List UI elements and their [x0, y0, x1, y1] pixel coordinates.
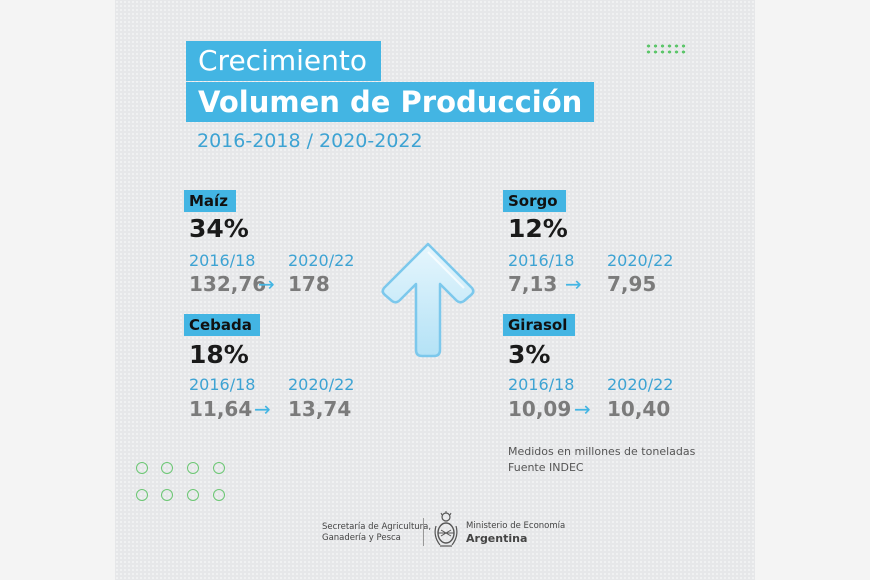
secretaria-line2: Ganadería y Pesca [322, 533, 401, 543]
value-from: 10,09 [508, 397, 572, 421]
value-to: 7,95 [607, 272, 657, 296]
ring-decoration [187, 462, 199, 474]
value-from: 11,64 [189, 397, 253, 421]
crop-name-tag: Cebada [184, 314, 260, 336]
ministerio-credit: Ministerio de Economía Argentina [466, 521, 565, 544]
year-from-label: 2016/18 [189, 375, 256, 394]
title-crecimiento: Crecimiento [186, 41, 381, 81]
secretaria-line1: Secretaría de Agricultura, [322, 522, 432, 532]
ring-decoration [187, 489, 199, 501]
value-to: 13,74 [288, 397, 352, 421]
title-volumen-produccion: Volumen de Producción [186, 82, 595, 122]
ring-decoration [213, 489, 225, 501]
crop-name-tag: Maíz [184, 190, 236, 212]
right-arrow-icon: → [258, 272, 275, 296]
crop-growth-percent: 34% [189, 214, 249, 243]
ring-decoration [136, 462, 148, 474]
right-arrow-icon: → [574, 397, 591, 421]
year-from-label: 2016/18 [189, 251, 256, 270]
ring-decoration [136, 489, 148, 501]
value-from: 132,76 [189, 272, 267, 296]
decorative-dot-grid [645, 43, 687, 55]
right-arrow-icon: → [565, 272, 582, 296]
year-from-label: 2016/18 [508, 375, 575, 394]
up-arrow-icon [381, 242, 475, 358]
crop-name-tag: Sorgo [503, 190, 566, 212]
crop-name-tag: Girasol [503, 314, 576, 336]
right-arrow-icon: → [254, 397, 271, 421]
ring-decoration [161, 489, 173, 501]
value-from: 7,13 [508, 272, 558, 296]
ministerio-line1: Ministerio de Economía [466, 521, 566, 531]
year-to-label: 2020/22 [607, 375, 674, 394]
ministerio-line2: Argentina [466, 532, 528, 545]
source-note: Fuente INDEC [508, 461, 584, 474]
footer-divider [423, 518, 424, 546]
crop-growth-percent: 12% [508, 214, 568, 243]
secretaria-credit: Secretaría de Agricultura, Ganadería y P… [322, 522, 431, 544]
ring-decoration [213, 462, 225, 474]
units-note: Medidos en millones de toneladas [508, 445, 696, 458]
ring-decoration [161, 462, 173, 474]
value-to: 10,40 [607, 397, 671, 421]
year-to-label: 2020/22 [607, 251, 674, 270]
argentina-coat-of-arms-icon [434, 511, 458, 547]
year-to-label: 2020/22 [288, 375, 355, 394]
crop-growth-percent: 3% [508, 340, 551, 369]
value-to: 178 [288, 272, 330, 296]
period-label: 2016-2018 / 2020-2022 [197, 130, 423, 152]
year-to-label: 2020/22 [288, 251, 355, 270]
crop-growth-percent: 18% [189, 340, 249, 369]
year-from-label: 2016/18 [508, 251, 575, 270]
